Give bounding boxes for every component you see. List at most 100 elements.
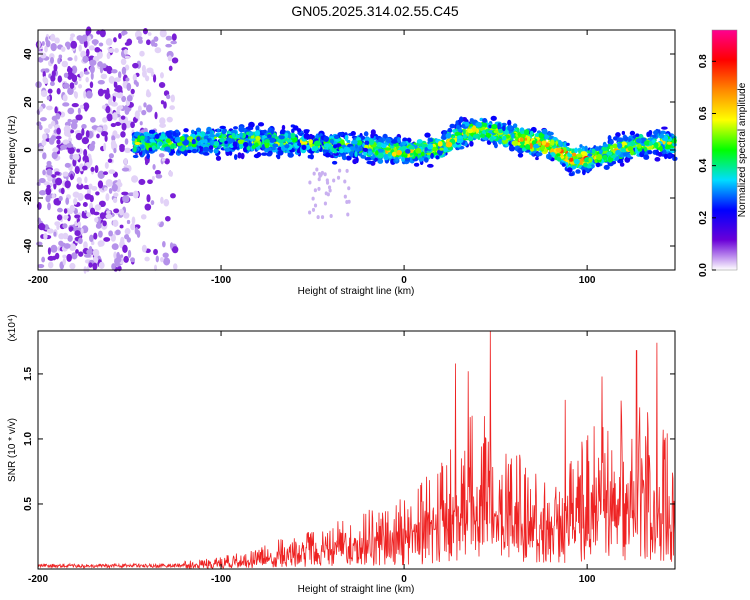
spectrogram-noise-cell	[97, 170, 105, 180]
spectrogram-noise-cell	[72, 153, 80, 161]
spectrogram-noise-cell	[45, 187, 52, 196]
spectrogram-noise-cell	[117, 71, 122, 79]
spectrogram-noise-cell	[347, 186, 351, 191]
spectrogram-noise-cell	[83, 71, 90, 75]
spectrogram-ridge-cell	[250, 135, 255, 139]
spectrogram-ridge-cell	[648, 141, 653, 146]
spectrogram-noise-cell	[98, 243, 102, 247]
spectrogram-noise-cell	[62, 102, 70, 107]
spectrogram-ridge-cell	[424, 132, 431, 138]
spectrogram-ridge-cell	[246, 145, 251, 151]
spectrogram-ridge-cell	[507, 119, 512, 126]
spectrogram-noise-cell	[51, 174, 57, 178]
spectrogram-ridge-cell	[508, 145, 516, 152]
spectrogram-noise-cell	[329, 213, 333, 218]
spectrogram-noise-cell	[124, 138, 129, 145]
spectrogram-ridge-cell	[651, 134, 657, 138]
spectrogram-noise-cell	[140, 214, 147, 220]
spectrogram-noise-cell	[111, 263, 116, 270]
spectrogram-noise-cell	[74, 214, 81, 219]
spectrogram-noise-cell	[159, 72, 164, 79]
spectrogram-noise-cell	[99, 212, 106, 220]
spectrogram-noise-cell	[120, 115, 126, 120]
spectrogram-noise-cell	[73, 197, 78, 205]
spectrogram-noise-cell	[62, 257, 66, 266]
spectrogram-noise-cell	[87, 35, 92, 42]
spectrogram-ridge-cell	[637, 143, 642, 149]
spectrogram-ridge-cell	[575, 169, 581, 174]
spectrogram-ridge-cell	[219, 125, 227, 130]
spectrogram-ridge-cell	[575, 153, 583, 158]
spectrogram-noise-cell	[169, 105, 175, 110]
spectrogram-xlabel: Height of straight line (km)	[298, 286, 415, 297]
spectrogram-ridge-cell	[337, 131, 344, 137]
spectrogram-noise-cell	[51, 193, 56, 199]
spectrogram-noise-cell	[124, 55, 131, 60]
spectrogram-ridge-cell	[356, 140, 363, 146]
spectrogram-ridge-cell	[284, 132, 289, 138]
spectrogram-ridge-cell	[245, 126, 253, 130]
spectrogram-noise-cell	[114, 47, 119, 54]
spectrogram-noise-cell	[92, 262, 98, 270]
spectrogram-ridge-cell	[378, 137, 384, 144]
spectrogram-noise-cell	[69, 243, 77, 251]
spectrogram-noise-cell	[97, 88, 104, 97]
spectrogram-ridge-cell	[345, 147, 351, 153]
spectrogram-noise-cell	[46, 228, 54, 234]
spectrogram-ridge-cell	[215, 133, 220, 138]
snr-background	[38, 331, 675, 569]
spectrogram-ridge-cell	[621, 147, 627, 154]
spectrogram-ridge-cell	[278, 135, 285, 140]
spectrogram-ridge-cell	[443, 147, 448, 153]
spectrogram-noise-cell	[71, 252, 78, 260]
spectrogram-noise-cell	[83, 149, 88, 157]
spectrogram-noise-cell	[102, 171, 109, 176]
spectrogram-noise-cell	[66, 67, 73, 74]
spectrogram-noise-cell	[170, 193, 176, 199]
spectrogram-noise-cell	[111, 69, 118, 74]
spectrogram-noise-cell	[95, 191, 100, 196]
spectrogram-noise-cell	[165, 215, 171, 222]
spectrogram-ytick-label: -40	[23, 238, 34, 253]
spectrogram-noise-cell	[71, 74, 78, 83]
spectrogram-ridge-cell	[428, 138, 434, 143]
spectrogram-ridge-cell	[148, 130, 156, 134]
spectrogram-ridge-cell	[376, 141, 382, 148]
spectrogram-noise-cell	[69, 262, 76, 270]
spectrogram-ridge-cell	[311, 135, 315, 139]
spectrogram-ridge-cell	[255, 125, 260, 132]
spectrogram-noise-cell	[83, 39, 88, 49]
spectrogram-ridge-cell	[472, 134, 479, 139]
spectrogram-noise-cell	[100, 73, 108, 80]
spectrogram-ridge-cell	[149, 138, 155, 143]
spectrogram-ridge-cell	[507, 124, 513, 131]
spectrogram-noise-cell	[131, 216, 136, 225]
spectrogram-noise-cell	[40, 90, 48, 97]
spectrogram-noise-cell	[96, 133, 100, 139]
spectrogram-ridge-cell	[354, 144, 358, 149]
spectrogram-ridge-cell	[479, 133, 486, 139]
spectrogram-noise-cell	[42, 133, 48, 141]
spectrogram-ridge-cell	[232, 141, 238, 148]
spectrogram-noise-cell	[47, 261, 54, 269]
spectrogram-ridge-cell	[424, 146, 428, 152]
spectrogram-ridge-cell	[437, 140, 443, 147]
spectrogram-ridge-cell	[615, 132, 621, 138]
spectrogram-ridge-cell	[447, 127, 453, 133]
spectrogram-noise-cell	[115, 229, 121, 236]
spectrogram-noise-cell	[76, 148, 81, 153]
spectrogram-noise-cell	[50, 42, 57, 52]
spectrogram-noise-cell	[71, 103, 79, 108]
spectrogram-noise-cell	[104, 161, 109, 169]
spectrogram-noise-cell	[147, 179, 153, 185]
spectrogram-noise-cell	[119, 224, 124, 229]
spectrogram-ridge-cell	[657, 151, 663, 157]
spectrogram-noise-cell	[49, 81, 55, 87]
spectrogram-noise-cell	[160, 196, 164, 204]
spectrogram-noise-cell	[126, 82, 132, 91]
spectrogram-ridge-cell	[277, 149, 284, 156]
spectrogram-noise-cell	[47, 202, 51, 211]
spectrogram-noise-cell	[67, 87, 74, 95]
spectrogram-ridge-cell	[202, 146, 210, 152]
spectrogram-ridge-cell	[617, 142, 623, 149]
